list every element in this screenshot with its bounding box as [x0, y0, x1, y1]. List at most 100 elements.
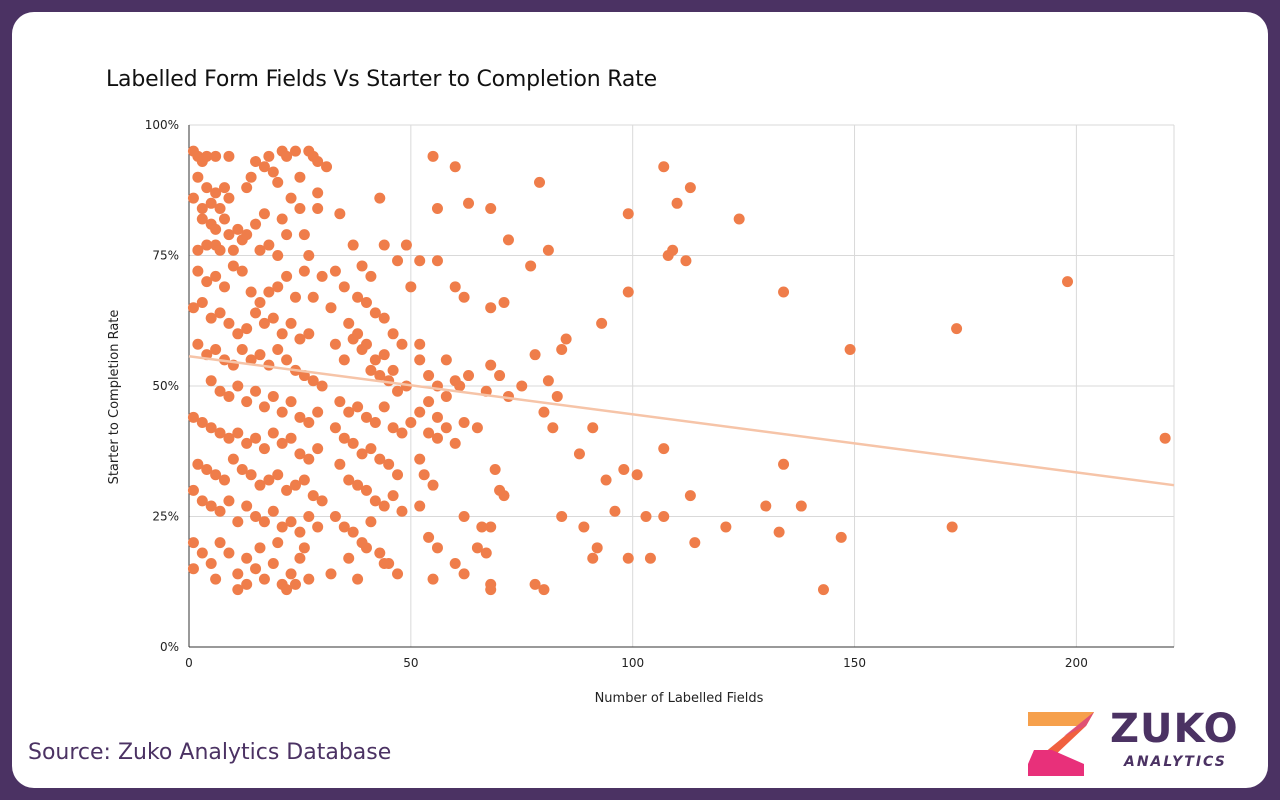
data-point — [338, 354, 350, 366]
data-point — [205, 500, 217, 512]
data-point — [187, 411, 199, 423]
data-point — [449, 557, 461, 569]
x-tick-label: 100 — [621, 656, 644, 670]
data-point — [449, 437, 461, 449]
data-point — [294, 411, 306, 423]
data-point — [227, 244, 239, 256]
data-point — [196, 495, 208, 507]
data-point — [365, 270, 377, 282]
data-point — [356, 448, 368, 460]
data-point — [312, 406, 324, 418]
data-point — [223, 495, 235, 507]
data-point — [778, 458, 790, 470]
data-point — [307, 375, 319, 387]
data-point — [658, 161, 670, 173]
data-point — [210, 150, 222, 162]
zuko-logo: ZUKO ANALYTICS — [1024, 702, 1254, 782]
data-point — [622, 208, 634, 220]
data-point — [360, 542, 372, 554]
data-point — [218, 213, 230, 225]
data-point — [276, 437, 288, 449]
data-point — [392, 385, 404, 397]
data-point — [423, 531, 435, 543]
data-point — [374, 192, 386, 204]
data-point — [454, 380, 466, 392]
data-point — [210, 343, 222, 355]
data-point — [946, 521, 958, 533]
data-point — [547, 422, 559, 434]
data-point — [360, 338, 372, 350]
data-point — [218, 281, 230, 293]
data-point — [205, 312, 217, 324]
y-tick-label: 100% — [145, 118, 179, 132]
data-point — [241, 578, 253, 590]
data-point — [267, 166, 279, 178]
chart-title: Labelled Form Fields Vs Starter to Compl… — [106, 67, 657, 92]
data-point — [214, 385, 226, 397]
data-point — [196, 547, 208, 559]
data-point — [369, 307, 381, 319]
data-point — [241, 552, 253, 564]
data-point — [423, 370, 435, 382]
data-point — [214, 505, 226, 517]
data-point — [267, 390, 279, 402]
data-point — [258, 208, 270, 220]
x-axis-label: Number of Labelled Fields — [595, 691, 764, 706]
data-point — [214, 203, 226, 215]
data-point — [281, 354, 293, 366]
data-point — [352, 328, 364, 340]
data-point — [254, 296, 266, 308]
data-point — [414, 500, 426, 512]
data-point — [214, 537, 226, 549]
data-point — [374, 453, 386, 465]
data-point — [573, 448, 585, 460]
data-point — [281, 150, 293, 162]
data-point — [325, 568, 337, 580]
data-point — [516, 380, 528, 392]
data-point — [258, 573, 270, 585]
data-point — [587, 552, 599, 564]
data-point — [369, 495, 381, 507]
y-tick-label: 25% — [152, 510, 179, 524]
data-point — [378, 557, 390, 569]
data-point — [285, 192, 297, 204]
data-point — [498, 490, 510, 502]
data-point — [400, 239, 412, 251]
data-point — [258, 516, 270, 528]
data-point — [232, 516, 244, 528]
data-point — [427, 479, 439, 491]
data-point — [281, 484, 293, 496]
data-point — [556, 343, 568, 355]
data-point — [431, 542, 443, 554]
data-point — [223, 547, 235, 559]
data-point — [471, 422, 483, 434]
data-point — [414, 354, 426, 366]
data-point — [440, 390, 452, 402]
data-point — [289, 578, 301, 590]
data-point — [396, 505, 408, 517]
data-point — [423, 396, 435, 408]
trendline-layer — [188, 355, 1175, 487]
data-point — [835, 531, 847, 543]
data-point — [378, 239, 390, 251]
data-point — [272, 176, 284, 188]
data-point — [1062, 276, 1074, 288]
data-point — [281, 270, 293, 282]
data-point — [303, 328, 315, 340]
data-point — [258, 443, 270, 455]
data-point — [352, 479, 364, 491]
data-point — [658, 443, 670, 455]
data-point — [325, 302, 337, 314]
data-point — [250, 156, 262, 168]
data-point — [232, 380, 244, 392]
data-point — [498, 296, 510, 308]
data-point — [458, 511, 470, 522]
data-point — [241, 437, 253, 449]
data-point — [392, 255, 404, 267]
data-point — [463, 197, 475, 209]
data-point — [232, 223, 244, 235]
data-point — [232, 328, 244, 340]
data-point — [338, 521, 350, 533]
scatter-plot: 0% 25% 50% 75% 100% 0 50 100 150 200 Number of La… — [107, 118, 1175, 706]
data-point — [187, 192, 199, 204]
